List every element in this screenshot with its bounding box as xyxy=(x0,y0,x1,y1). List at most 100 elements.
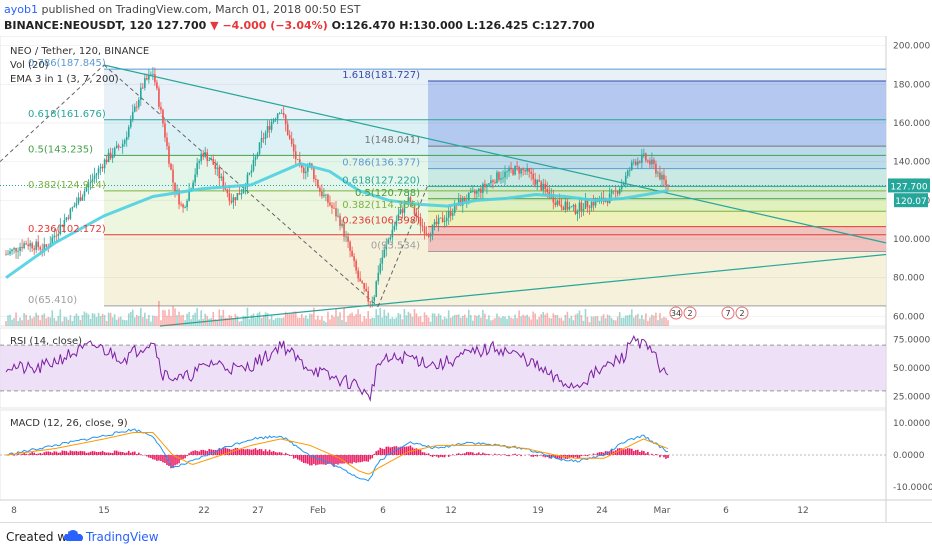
volume-bar xyxy=(128,313,130,326)
volume-bar xyxy=(80,320,82,326)
macd-histogram-bar xyxy=(243,449,245,455)
macd-histogram-bar xyxy=(190,452,192,455)
volume-bar xyxy=(212,312,214,326)
volume-bar xyxy=(367,311,369,326)
price-tick-label: 200.000 xyxy=(893,42,930,52)
candle-body xyxy=(347,237,349,242)
volume-bar xyxy=(661,318,663,326)
candle-body xyxy=(206,152,208,161)
volume-bar xyxy=(37,315,39,326)
time-tick-label: 6 xyxy=(723,506,729,516)
candle-body xyxy=(625,176,627,183)
macd-histogram-bar xyxy=(239,450,241,455)
volume-bar xyxy=(434,313,436,326)
candle-body xyxy=(661,175,663,180)
volume-bar xyxy=(396,317,398,326)
volume-bar xyxy=(532,312,534,326)
macd-histogram-bar xyxy=(62,451,64,455)
macd-histogram-bar xyxy=(102,451,104,455)
candle-body xyxy=(426,234,428,235)
macd-histogram-bar xyxy=(275,452,277,455)
volume-bar xyxy=(116,320,118,326)
rsi-indicator xyxy=(0,336,886,400)
candle-body xyxy=(78,197,80,203)
macd-histogram-bar xyxy=(619,448,621,455)
volume-bar xyxy=(25,315,27,326)
volume-bar xyxy=(319,320,321,326)
macd-histogram-bar xyxy=(104,452,106,455)
volume-bar xyxy=(448,310,450,326)
macd-histogram-bar xyxy=(277,453,279,455)
macd-histogram-bar xyxy=(198,451,200,455)
macd-histogram-bar xyxy=(49,452,51,455)
volume-bar xyxy=(311,314,313,326)
volume-bar xyxy=(221,316,223,326)
macd-histogram-bar xyxy=(305,455,307,463)
chart-canvas[interactable]: 0.786(187.845)0.618(161.676)0.5(143.235)… xyxy=(0,36,932,522)
volume-bar xyxy=(309,314,311,326)
candle-body xyxy=(235,197,237,200)
candle-body xyxy=(534,179,536,185)
event-badge-count: 2 xyxy=(739,309,744,318)
volume-bar xyxy=(607,315,609,326)
candle-body xyxy=(510,168,512,170)
macd-histogram-bar xyxy=(506,455,508,456)
volume-bar xyxy=(639,319,641,326)
volume-bar xyxy=(470,315,472,326)
candle-body xyxy=(104,160,106,169)
candle-body xyxy=(124,140,126,144)
macd-histogram-bar xyxy=(82,451,84,455)
tradingview-link[interactable]: TradingView xyxy=(86,530,159,544)
macd-histogram-bar xyxy=(416,448,418,455)
candle-body xyxy=(486,185,488,188)
volume-bar xyxy=(484,314,486,326)
volume-bar xyxy=(233,318,235,326)
macd-histogram-bar xyxy=(385,447,387,455)
macd-histogram-bar xyxy=(402,447,404,455)
volume-bar xyxy=(432,313,434,326)
candle-body xyxy=(162,110,164,124)
event-badge-count: 2 xyxy=(687,309,692,318)
macd-histogram-bar xyxy=(468,452,470,455)
volume-bar xyxy=(114,314,116,326)
candle-body xyxy=(204,152,206,157)
macd-histogram-bar xyxy=(291,455,293,456)
candle-body xyxy=(166,138,168,147)
volume-bar xyxy=(104,315,106,326)
volume-bar xyxy=(265,312,267,326)
macd-histogram-bar xyxy=(647,452,649,455)
candle-body xyxy=(390,237,392,239)
volume-bar xyxy=(313,308,315,326)
macd-histogram-bar xyxy=(460,454,462,455)
volume-bar xyxy=(158,301,160,326)
macd-histogram-bar xyxy=(444,455,446,457)
candle-body xyxy=(301,165,303,167)
time-tick-label: 24 xyxy=(596,506,608,516)
macd-histogram-bar xyxy=(430,455,432,456)
macd-histogram-bar xyxy=(512,454,514,455)
candle-body xyxy=(583,209,585,211)
macd-histogram-bar xyxy=(70,451,72,455)
volume-bar xyxy=(29,316,31,326)
volume-bar xyxy=(68,320,70,326)
volume-bar xyxy=(21,320,23,326)
candle-body xyxy=(128,127,130,137)
price-change: ▼ −4.000 (−3.04%) xyxy=(210,19,328,32)
volume-bar xyxy=(227,318,229,326)
macd-histogram-bar xyxy=(265,449,267,455)
candle-body xyxy=(444,221,446,222)
candle-body xyxy=(269,126,271,130)
volume-bar xyxy=(355,314,357,326)
author-link[interactable]: ayob1 xyxy=(4,3,38,16)
volume-bar xyxy=(394,319,396,326)
candle-body xyxy=(170,164,172,170)
macd-histogram-bar xyxy=(293,455,295,459)
volume-bar xyxy=(76,313,78,326)
macd-histogram-bar xyxy=(367,455,369,462)
volume-bar xyxy=(452,316,454,326)
macd-histogram-bar xyxy=(315,455,317,465)
volume-bar xyxy=(241,321,243,326)
volume-bar xyxy=(295,311,297,326)
candle-body xyxy=(31,243,33,248)
macd-histogram-bar xyxy=(663,455,665,457)
